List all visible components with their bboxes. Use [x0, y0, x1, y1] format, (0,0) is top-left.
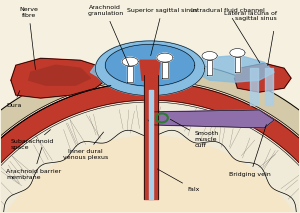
- Polygon shape: [207, 60, 212, 75]
- Text: Inner dural
venous plexus: Inner dural venous plexus: [63, 132, 108, 160]
- Text: Nerve
fibre: Nerve fibre: [20, 7, 38, 69]
- Ellipse shape: [230, 49, 245, 57]
- Polygon shape: [29, 65, 90, 85]
- Polygon shape: [0, 130, 300, 213]
- Text: Dura: Dura: [6, 91, 21, 108]
- Ellipse shape: [122, 57, 138, 66]
- Polygon shape: [234, 63, 291, 92]
- Text: Smooth
muscle
cuff: Smooth muscle cuff: [170, 119, 219, 148]
- Polygon shape: [0, 82, 300, 213]
- Ellipse shape: [105, 44, 195, 86]
- Polygon shape: [90, 55, 148, 80]
- Text: Superior sagittal sinus: Superior sagittal sinus: [127, 8, 197, 56]
- Polygon shape: [162, 62, 168, 78]
- Text: Subarachnoid
space: Subarachnoid space: [11, 130, 54, 150]
- Text: Falx: Falx: [158, 169, 200, 192]
- Text: Bridging vein: Bridging vein: [230, 125, 271, 177]
- Text: Lateral lacuna of
sagittal sinus: Lateral lacuna of sagittal sinus: [224, 11, 277, 22]
- Ellipse shape: [95, 41, 205, 96]
- Text: Arachnoid
granulation: Arachnoid granulation: [87, 5, 129, 66]
- Polygon shape: [195, 55, 274, 82]
- Polygon shape: [140, 60, 160, 80]
- Ellipse shape: [157, 53, 173, 62]
- Text: Arachnoid barrier
membrane: Arachnoid barrier membrane: [6, 147, 61, 180]
- Polygon shape: [148, 110, 274, 128]
- Polygon shape: [11, 58, 108, 98]
- Polygon shape: [128, 66, 133, 82]
- Polygon shape: [235, 57, 240, 72]
- Polygon shape: [0, 60, 300, 213]
- Text: Intradural fluid channel: Intradural fluid channel: [190, 8, 264, 63]
- Ellipse shape: [202, 52, 217, 60]
- Polygon shape: [0, 102, 300, 213]
